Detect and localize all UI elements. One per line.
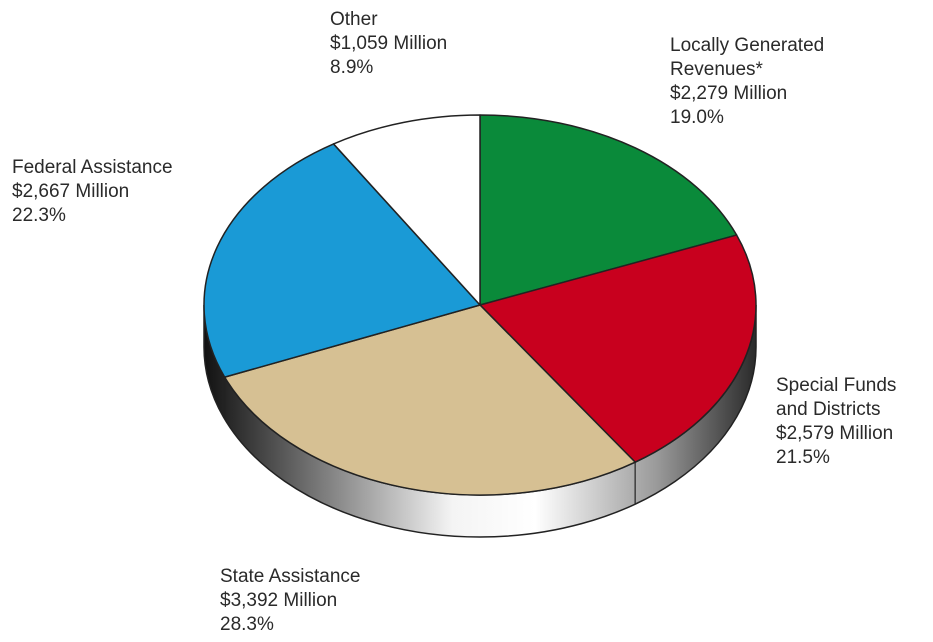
- label-state-assistance-name: State Assistance: [220, 566, 361, 587]
- label-special-funds-name2: and Districts: [776, 399, 881, 420]
- label-other-amount: $1,059 Million: [330, 33, 448, 54]
- label-locally-generated-amount: $2,279 Million: [670, 83, 788, 104]
- label-federal-assistance-percent: 22.3%: [12, 205, 66, 226]
- label-locally-generated: Locally Generated Revenues* $2,279 Milli…: [670, 34, 824, 130]
- label-other-name: Other: [330, 9, 378, 30]
- label-locally-generated-percent: 19.0%: [670, 107, 724, 128]
- label-locally-generated-name2: Revenues*: [670, 59, 763, 80]
- label-other-percent: 8.9%: [330, 57, 374, 78]
- label-locally-generated-name: Locally Generated: [670, 35, 825, 56]
- pie-slice-locally-generated: [479, 114, 738, 306]
- label-state-assistance: State Assistance $3,392 Million 28.3%: [220, 565, 360, 637]
- label-federal-assistance: Federal Assistance $2,667 Million 22.3%: [12, 156, 173, 228]
- pie-slice-state-assistance: [223, 304, 636, 496]
- label-federal-assistance-name: Federal Assistance: [12, 157, 173, 178]
- pie-slice-federal-assistance: [203, 143, 481, 378]
- label-special-funds-amount: $2,579 Million: [776, 423, 894, 444]
- pie-slice-other: [332, 114, 481, 306]
- pie-slice-special-funds: [479, 234, 757, 463]
- label-special-funds-name: Special Funds: [776, 375, 897, 396]
- label-state-assistance-percent: 28.3%: [220, 614, 274, 635]
- label-federal-assistance-amount: $2,667 Million: [12, 181, 130, 202]
- label-other: Other $1,059 Million 8.9%: [330, 8, 447, 80]
- label-special-funds: Special Funds and Districts $2,579 Milli…: [776, 374, 896, 470]
- label-state-assistance-amount: $3,392 Million: [220, 590, 338, 611]
- label-special-funds-percent: 21.5%: [776, 447, 830, 468]
